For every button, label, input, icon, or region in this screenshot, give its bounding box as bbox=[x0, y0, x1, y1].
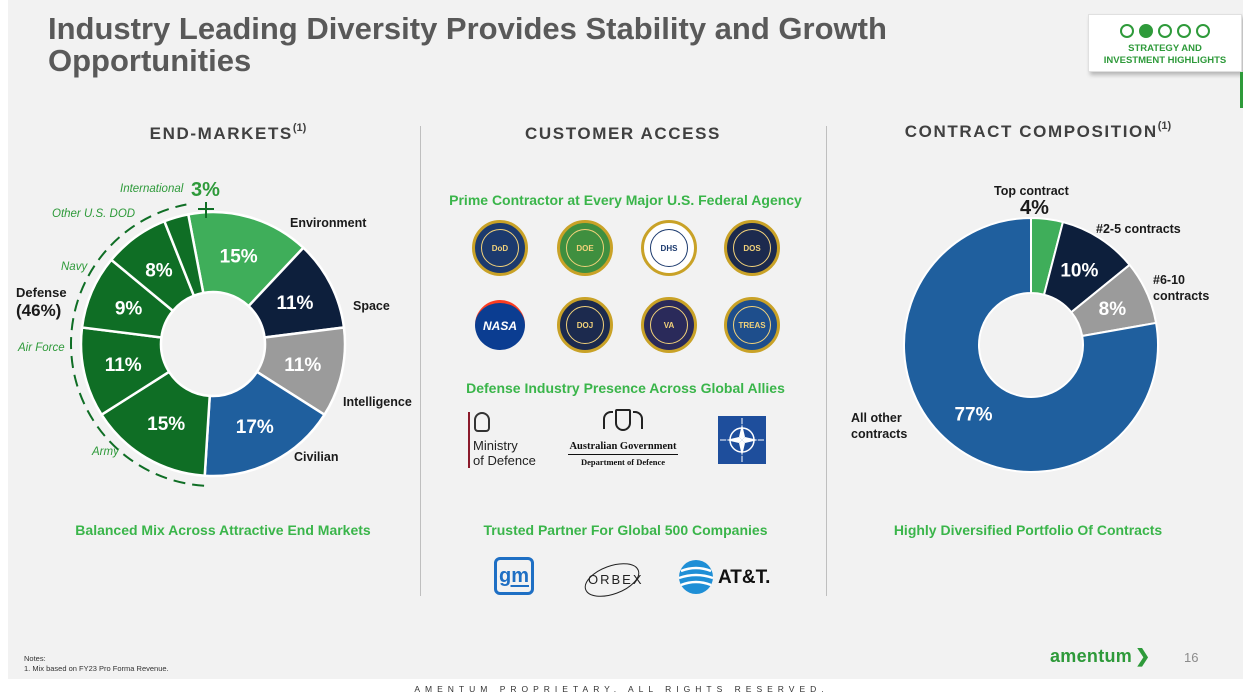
slice-value-label: 10% bbox=[1060, 261, 1098, 282]
page-title: Industry Leading Diversity Provides Stab… bbox=[48, 11, 887, 78]
agency-seal-dod: DoD bbox=[472, 220, 528, 276]
value-top-contract: 4% bbox=[1020, 197, 1049, 219]
progress-dot bbox=[1196, 24, 1210, 38]
agency-seal-nasa: NASA bbox=[472, 297, 528, 353]
label-2-5-contracts: #2-5 contracts bbox=[1096, 222, 1181, 236]
agency-seal-treas: TREAS bbox=[724, 297, 780, 353]
crest-icon bbox=[474, 412, 490, 432]
end-markets-heading: END-MARKETS(1) bbox=[149, 122, 307, 143]
slice-value-label: 17% bbox=[236, 417, 274, 438]
slice-value-label: 15% bbox=[147, 414, 185, 435]
slice-value-label: 11% bbox=[105, 355, 142, 376]
australian-defence-logo: Australian Government Department of Defe… bbox=[568, 405, 678, 475]
column-divider bbox=[826, 126, 827, 596]
slice-value-label: 8% bbox=[145, 261, 173, 282]
slice-value-label: 15% bbox=[220, 247, 258, 268]
progress-dots bbox=[1089, 24, 1241, 38]
customer-access-heading: CUSTOMER ACCESS bbox=[525, 124, 721, 143]
label-defense: Defense bbox=[16, 285, 67, 300]
end-markets-subtitle: Balanced Mix Across Attractive End Marke… bbox=[75, 522, 371, 538]
agency-seal-dhs: DHS bbox=[641, 220, 697, 276]
progress-dot-active bbox=[1139, 24, 1153, 38]
footer: AMENTUM PROPRIETARY. ALL RIGHTS RESERVED… bbox=[414, 684, 829, 694]
international-pointer bbox=[198, 202, 214, 218]
label-space: Space bbox=[353, 299, 390, 313]
label-army: Army bbox=[92, 446, 119, 458]
chevron-right-icon: ❯ bbox=[1135, 646, 1151, 666]
brand-logo: amentum ❯ bbox=[1050, 646, 1151, 666]
slice-international bbox=[162, 212, 205, 298]
label-all-other-contracts: All other contracts bbox=[851, 411, 908, 441]
section-badge: STRATEGY AND INVESTMENT HIGHLIGHTS bbox=[1088, 14, 1242, 72]
accent-bar bbox=[1240, 72, 1243, 108]
agency-seal-va: VA bbox=[641, 297, 697, 353]
allies-subtitle: Defense Industry Presence Across Global … bbox=[466, 380, 785, 396]
label-navy: Navy bbox=[61, 261, 88, 273]
label-civilian: Civilian bbox=[294, 450, 339, 464]
slice-value-label: 11% bbox=[276, 293, 313, 314]
agency-seal-doj: DOJ bbox=[557, 297, 613, 353]
orbex-logo: ORBEX bbox=[580, 560, 644, 600]
slice-value-label: 9% bbox=[115, 298, 143, 319]
progress-dot bbox=[1120, 24, 1134, 38]
notes: Notes: 1. Mix based on FY23 Pro Forma Re… bbox=[24, 654, 169, 673]
gm-logo: gm bbox=[494, 557, 534, 595]
end-markets-donut: 15% 11% 11% 17% 15% 11% 9%8% bbox=[70, 202, 347, 487]
agency-seal-dos: DOS bbox=[724, 220, 780, 276]
label-6-10-contracts: #6-10 contracts bbox=[1153, 273, 1210, 303]
value-defense: (46%) bbox=[16, 301, 62, 320]
label-air-force: Air Force bbox=[18, 342, 65, 354]
defense-bracket bbox=[70, 203, 205, 487]
slice-value-label: 11% bbox=[284, 355, 321, 376]
contract-composition-donut: 10%8% 77% bbox=[903, 216, 1159, 473]
slice-all-other-contracts bbox=[903, 216, 1159, 473]
slice-value-label: 77% bbox=[954, 405, 992, 426]
nato-logo bbox=[718, 416, 766, 464]
slide: Industry Leading Diversity Provides Stab… bbox=[8, 0, 1243, 679]
agency-seal-doe: DOE bbox=[557, 220, 613, 276]
att-logo: AT&T. bbox=[678, 559, 778, 597]
coat-of-arms-icon bbox=[601, 405, 645, 437]
slice-value-label: 8% bbox=[1099, 299, 1127, 320]
label-top-contract: Top contract bbox=[994, 184, 1069, 198]
label-intelligence: Intelligence bbox=[343, 395, 412, 409]
label-other-dod: Other U.S. DOD bbox=[52, 208, 136, 220]
progress-dot bbox=[1177, 24, 1191, 38]
label-international: International bbox=[120, 183, 184, 195]
orbit-ring-icon bbox=[584, 563, 640, 597]
progress-dot bbox=[1158, 24, 1172, 38]
column-divider bbox=[420, 126, 421, 596]
contract-composition-subtitle: Highly Diversified Portfolio Of Contract… bbox=[893, 522, 1163, 538]
compass-star-icon bbox=[720, 418, 764, 462]
page-number: 16 bbox=[1184, 650, 1199, 665]
prime-contractor-subtitle: Prime Contractor at Every Major U.S. Fed… bbox=[449, 192, 802, 208]
badge-text: STRATEGY AND INVESTMENT HIGHLIGHTS bbox=[1103, 43, 1227, 66]
value-international: 3% bbox=[191, 179, 220, 201]
globe-icon bbox=[678, 560, 714, 594]
contract-composition-heading: CONTRACT COMPOSITION(1) bbox=[904, 120, 1172, 141]
uk-mod-logo: Ministry of Defence bbox=[468, 410, 548, 470]
label-environment: Environment bbox=[290, 216, 367, 230]
slice-civilian bbox=[203, 370, 327, 478]
global500-subtitle: Trusted Partner For Global 500 Companies bbox=[483, 522, 768, 538]
